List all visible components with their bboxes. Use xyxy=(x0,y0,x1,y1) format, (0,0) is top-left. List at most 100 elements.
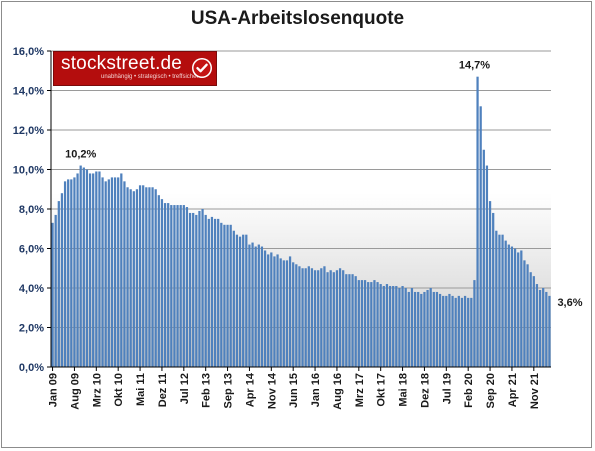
bar xyxy=(242,234,245,367)
bar xyxy=(342,270,345,367)
bar xyxy=(257,244,260,367)
bar xyxy=(338,268,342,367)
data-annotations: 10,2% 14,7% 3,6% xyxy=(65,60,583,309)
bar xyxy=(92,173,95,367)
bar xyxy=(295,264,298,367)
bar xyxy=(85,169,89,367)
bar xyxy=(301,268,304,367)
bar xyxy=(235,234,239,367)
y-axis-ticks: 0,0% 2,0% 4,0% 6,0% 8,0% 10,0% 12,0% 14,0% 16,0% xyxy=(13,46,51,374)
bar xyxy=(267,254,270,367)
bar xyxy=(535,284,539,367)
bar xyxy=(370,282,373,367)
y-tick-label: 4,0% xyxy=(19,283,44,295)
x-tick-label: Nov 14 xyxy=(266,372,278,409)
bar xyxy=(245,234,248,367)
y-tick-label: 8,0% xyxy=(19,204,44,216)
bar xyxy=(220,222,223,367)
bar xyxy=(73,177,76,367)
bar xyxy=(254,246,257,367)
bar xyxy=(451,295,454,367)
bar xyxy=(298,266,301,367)
bar xyxy=(163,203,167,367)
bar xyxy=(435,291,439,367)
bar xyxy=(404,288,407,367)
bar xyxy=(251,242,254,367)
bar xyxy=(160,199,164,368)
y-tick-label: 16,0% xyxy=(13,46,44,58)
bar xyxy=(532,276,535,367)
checkmark-icon xyxy=(192,58,212,78)
bar xyxy=(345,274,348,367)
y-tick-label: 10,0% xyxy=(13,165,44,177)
bar xyxy=(467,297,470,368)
bar xyxy=(354,276,357,367)
bar xyxy=(479,106,482,368)
bar xyxy=(545,291,548,367)
bar xyxy=(426,289,429,367)
bar xyxy=(154,189,157,367)
bar xyxy=(260,246,264,367)
bar xyxy=(367,282,370,367)
bar xyxy=(176,205,179,367)
bar xyxy=(60,193,64,367)
bar xyxy=(107,179,110,368)
bar xyxy=(223,224,226,367)
bar xyxy=(273,256,276,367)
bar xyxy=(379,284,382,367)
bar xyxy=(120,173,123,367)
stockstreet-logo: stockstreet.de unabhängig • strategisch … xyxy=(53,51,217,86)
x-tick-label: Nov 21 xyxy=(529,373,541,409)
bar xyxy=(392,286,395,367)
x-tick-label: Jan 16 xyxy=(310,373,322,407)
bar xyxy=(167,203,170,367)
bar xyxy=(513,248,517,367)
bar xyxy=(76,173,79,367)
bar xyxy=(373,280,376,367)
bar xyxy=(248,244,251,367)
bar xyxy=(376,282,379,367)
bar xyxy=(201,209,204,367)
bar xyxy=(138,185,142,367)
x-tick-label: Jul 12 xyxy=(179,373,191,404)
bar xyxy=(442,295,445,367)
bar xyxy=(363,280,367,367)
x-tick-label: Jan 09 xyxy=(48,373,60,407)
bar xyxy=(170,205,173,367)
y-tick-label: 12,0% xyxy=(13,125,44,137)
annotation-label: 3,6% xyxy=(557,297,582,309)
bar xyxy=(457,295,460,367)
logo-text: stockstreet.de xyxy=(61,53,183,74)
bar xyxy=(504,240,507,367)
logo-tagline: unabhängig • strategisch • treffsicher xyxy=(101,74,199,80)
bar xyxy=(407,291,410,367)
x-tick-label: Dez 18 xyxy=(419,373,431,408)
y-tick-label: 0,0% xyxy=(19,362,44,374)
bar xyxy=(54,214,57,367)
bar xyxy=(413,291,417,367)
bar xyxy=(454,297,457,368)
bar xyxy=(510,246,514,367)
bar xyxy=(276,254,279,367)
bar xyxy=(401,286,404,367)
bar xyxy=(113,177,117,367)
bar xyxy=(67,179,70,368)
x-tick-label: Dez 11 xyxy=(157,373,169,407)
bar xyxy=(229,224,232,367)
bar xyxy=(323,266,326,367)
bar xyxy=(388,286,392,367)
bar xyxy=(285,260,289,367)
bar xyxy=(492,212,495,367)
x-tick-label: Mai 18 xyxy=(398,373,410,407)
bar xyxy=(429,288,432,367)
bar xyxy=(110,177,114,367)
bar xyxy=(151,187,154,367)
bar xyxy=(270,252,273,367)
bar xyxy=(182,205,185,367)
bar xyxy=(348,274,351,367)
bar xyxy=(232,230,235,367)
bar xyxy=(495,230,498,367)
bar xyxy=(279,258,282,368)
bar xyxy=(142,185,145,367)
